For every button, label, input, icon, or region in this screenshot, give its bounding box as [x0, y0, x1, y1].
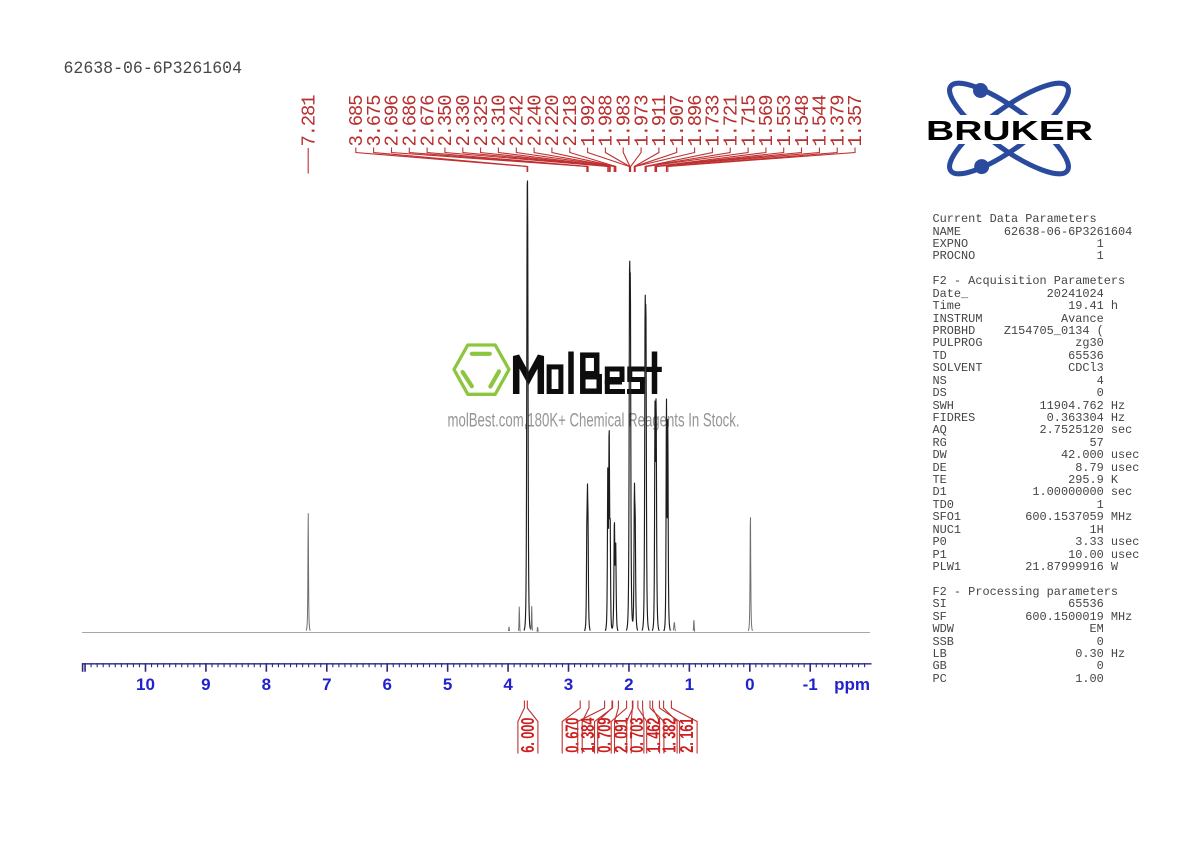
svg-text:1.911: 1.911 — [649, 95, 671, 147]
svg-text:6: 6 — [382, 675, 391, 694]
svg-text:3: 3 — [564, 675, 573, 694]
svg-text:10: 10 — [136, 675, 155, 694]
svg-text:2.686: 2.686 — [400, 95, 422, 147]
svg-text:1.384: 1.384 — [579, 718, 599, 753]
svg-text:8: 8 — [262, 675, 271, 694]
svg-text:molBest.com,180K+ Chemical Rea: molBest.com,180K+ Chemical Reagents In S… — [448, 410, 740, 432]
svg-text:7: 7 — [322, 675, 331, 694]
svg-text:2.310: 2.310 — [489, 95, 511, 147]
svg-text:2.696: 2.696 — [382, 95, 404, 147]
svg-text:5: 5 — [443, 675, 452, 694]
svg-text:2.242: 2.242 — [507, 95, 529, 147]
svg-text:1.733: 1.733 — [703, 95, 725, 147]
svg-text:1.973: 1.973 — [631, 95, 653, 147]
svg-text:-1: -1 — [803, 675, 818, 694]
svg-text:1.988: 1.988 — [596, 95, 618, 147]
svg-text:7.281: 7.281 — [299, 95, 321, 147]
svg-text:1.983: 1.983 — [614, 95, 636, 147]
svg-text:62638-06-6P3261604: 62638-06-6P3261604 — [64, 60, 243, 79]
svg-text:2.350: 2.350 — [435, 95, 457, 147]
svg-text:2.330: 2.330 — [453, 95, 475, 147]
svg-text:1.992: 1.992 — [578, 95, 600, 147]
svg-text:ppm: ppm — [834, 675, 870, 694]
svg-text:1.382: 1.382 — [661, 718, 681, 753]
svg-text:3.685: 3.685 — [346, 95, 368, 147]
svg-text:1.379: 1.379 — [827, 95, 849, 147]
svg-text:1.569: 1.569 — [756, 95, 778, 147]
svg-text:9: 9 — [201, 675, 210, 694]
svg-text:2: 2 — [624, 675, 633, 694]
svg-text:BRUKER: BRUKER — [926, 115, 1093, 146]
svg-text:1: 1 — [685, 675, 694, 694]
svg-text:1.357: 1.357 — [845, 95, 867, 147]
svg-text:1.548: 1.548 — [792, 95, 814, 147]
svg-text:1.907: 1.907 — [667, 95, 689, 147]
svg-text:1.715: 1.715 — [738, 95, 760, 147]
svg-text:2.218: 2.218 — [560, 95, 582, 147]
svg-text:2.220: 2.220 — [542, 95, 564, 147]
svg-text:2.676: 2.676 — [417, 95, 439, 147]
svg-text:2.240: 2.240 — [524, 95, 546, 147]
svg-text:3.675: 3.675 — [364, 95, 386, 147]
svg-text:4: 4 — [503, 675, 513, 694]
svg-text:0.703: 0.703 — [628, 718, 648, 753]
svg-text:1.544: 1.544 — [810, 95, 832, 147]
svg-text:1.553: 1.553 — [774, 95, 796, 147]
svg-text:0: 0 — [745, 675, 754, 694]
svg-text:6.000: 6.000 — [519, 718, 539, 753]
svg-text:2.161: 2.161 — [678, 718, 698, 753]
svg-text:0.709: 0.709 — [596, 718, 616, 753]
svg-text:1.896: 1.896 — [685, 95, 707, 147]
svg-text:2.325: 2.325 — [471, 95, 493, 147]
svg-text:1.721: 1.721 — [720, 95, 742, 147]
